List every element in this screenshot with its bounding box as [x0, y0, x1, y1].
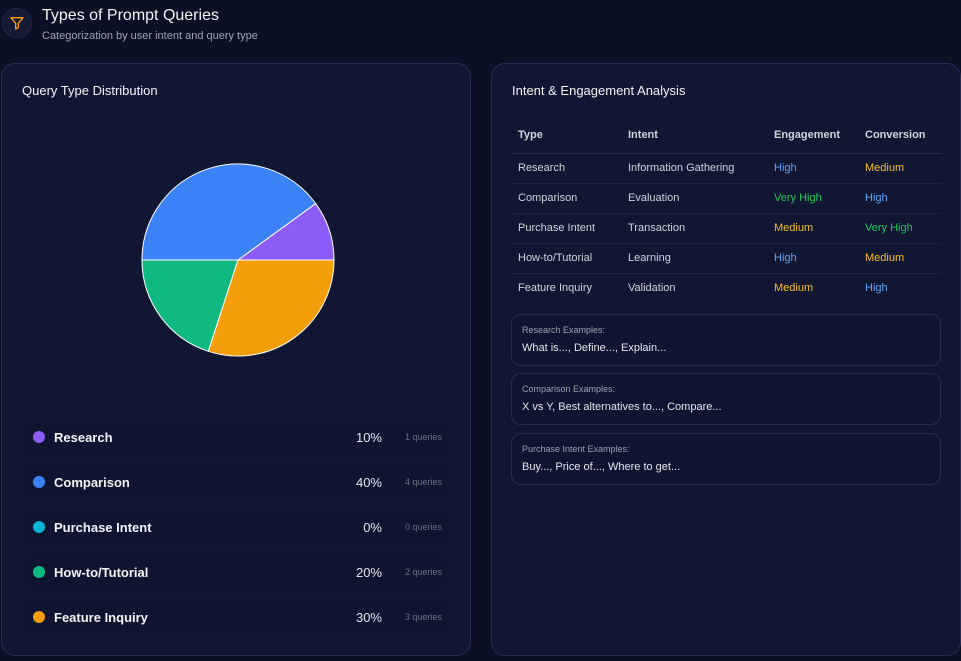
analysis-title: Intent & Engagement Analysis: [512, 83, 686, 98]
intent-cell: Transaction: [622, 213, 768, 244]
intent-cell: Learning: [622, 243, 768, 274]
conversion-cell: Very High: [859, 213, 942, 244]
legend-item-research[interactable]: Research 10% 1 queries: [22, 419, 450, 455]
conversion-cell: Medium: [859, 243, 942, 274]
engagement-cell: Very High: [768, 183, 859, 214]
engagement-cell: High: [768, 243, 859, 274]
legend-percent: 10%: [355, 430, 382, 445]
legend-item-comparison[interactable]: Comparison 40% 4 queries: [22, 464, 450, 500]
engagement-cell: Medium: [768, 213, 859, 244]
legend-name: Purchase Intent: [54, 520, 152, 535]
research-examples-card: Research Examples: What is..., Define...…: [511, 314, 941, 366]
legend-percent: 30%: [355, 610, 382, 625]
intent-cell: Validation: [628, 282, 676, 295]
page-header: Types of Prompt Queries Categorization b…: [0, 0, 961, 50]
engagement-cell: High: [768, 153, 859, 184]
engagement-cell: Medium: [774, 282, 814, 295]
comparison-examples-card: Comparison Examples: X vs Y, Best altern…: [511, 373, 941, 425]
legend-count: 3 queries: [404, 612, 442, 622]
legend-item-how-to[interactable]: How-to/Tutorial 20% 2 queries: [22, 554, 450, 590]
column-header: Intent: [622, 118, 768, 154]
example-text: What is..., Define..., Explain...: [522, 342, 667, 354]
legend-dot: [33, 431, 45, 443]
pie-slice-comparison[interactable]: [141, 163, 317, 261]
type-cell: How-to/Tutorial: [512, 243, 622, 274]
legend-name: Research: [54, 430, 113, 445]
conversion-cell: High: [859, 183, 942, 214]
page-subtitle: Categorization by user intent and query …: [42, 30, 258, 42]
intent-table: Type Intent Engagement Conversion Resear…: [512, 118, 942, 303]
table-row: Purchase Intent Transaction Medium Very …: [512, 213, 942, 244]
table-header-row: Type Intent Engagement Conversion: [512, 118, 942, 154]
legend-count: 1 queries: [404, 432, 442, 442]
type-cell: Research: [512, 153, 622, 184]
legend-percent: 0%: [363, 520, 382, 535]
filter-icon: [10, 17, 24, 30]
type-cell: Comparison: [512, 183, 622, 214]
table-row: Feature Inquiry Validation Medium High: [512, 273, 942, 303]
analysis-panel: Intent & Engagement Analysis Type Intent…: [491, 63, 961, 656]
purchase-intent-examples-card: Purchase Intent Examples: Buy..., Price …: [511, 433, 941, 485]
conversion-cell: High: [865, 282, 888, 295]
distribution-panel: Query Type Distribution Research 10% 1 q…: [1, 63, 471, 656]
legend-item-feature-inquiry[interactable]: Feature Inquiry 30% 3 queries: [22, 599, 450, 635]
example-text: X vs Y, Best alternatives to..., Compare…: [522, 401, 722, 413]
type-cell: Purchase Intent: [512, 213, 622, 244]
legend-percent: 40%: [355, 475, 382, 490]
conversion-cell: Medium: [859, 153, 942, 184]
legend-dot: [33, 566, 45, 578]
legend-percent: 20%: [355, 565, 382, 580]
filter-button[interactable]: [2, 8, 32, 38]
legend-dot: [33, 611, 45, 623]
pie-chart: [138, 160, 338, 360]
legend-count: 4 queries: [404, 477, 442, 487]
legend-name: Comparison: [54, 475, 130, 490]
column-header: Type: [512, 118, 622, 154]
intent-cell: Evaluation: [622, 183, 768, 214]
column-header: Engagement: [768, 118, 859, 154]
table-row: Comparison Evaluation Very High High: [512, 183, 942, 214]
type-cell: Feature Inquiry: [518, 282, 592, 295]
example-label: Comparison Examples:: [522, 384, 616, 394]
legend-count: 0 queries: [404, 522, 442, 532]
example-label: Research Examples:: [522, 325, 606, 335]
legend-item-purchase-intent[interactable]: Purchase Intent 0% 0 queries: [22, 509, 450, 545]
pie-slice-how-to-tutorial[interactable]: [141, 259, 239, 352]
legend-name: How-to/Tutorial: [54, 565, 149, 580]
example-label: Purchase Intent Examples:: [522, 444, 630, 454]
column-header: Conversion: [859, 118, 942, 154]
legend-dot: [33, 476, 45, 488]
distribution-title: Query Type Distribution: [22, 83, 158, 98]
example-text: Buy..., Price of..., Where to get...: [522, 461, 681, 473]
pie-slice-feature-inquiry[interactable]: [207, 259, 335, 357]
page-title: Types of Prompt Queries: [42, 7, 219, 24]
intent-cell: Information Gathering: [622, 153, 768, 184]
table-row: How-to/Tutorial Learning High Medium: [512, 243, 942, 274]
table-row: Research Information Gathering High Medi…: [512, 153, 942, 184]
legend-count: 2 queries: [404, 567, 442, 577]
legend-name: Feature Inquiry: [54, 610, 148, 625]
legend-dot: [33, 521, 45, 533]
